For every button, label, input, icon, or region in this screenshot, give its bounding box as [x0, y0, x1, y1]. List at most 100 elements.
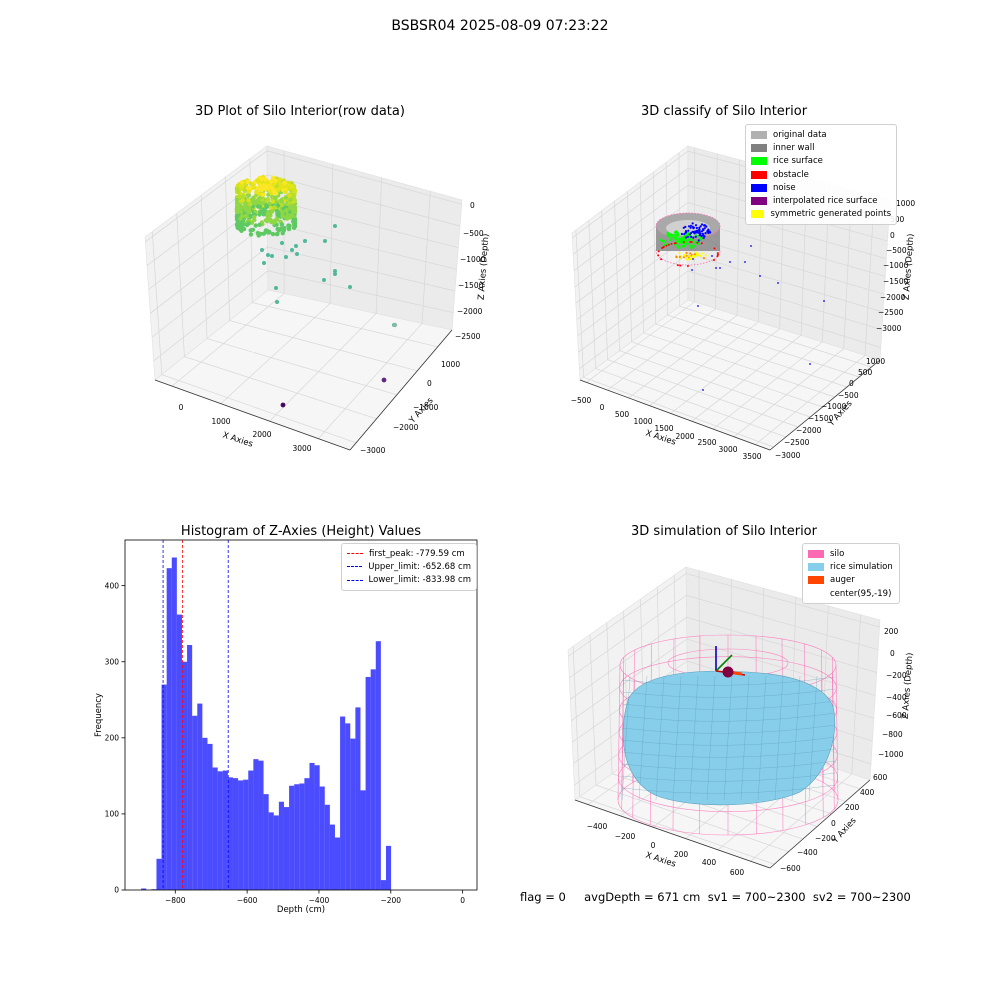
- status-line: flag = 0 avgDepth = 671 cm sv1 = 700~230…: [520, 890, 911, 904]
- rice-mesh-line: [621, 760, 836, 770]
- data-point: [281, 228, 286, 233]
- data-point: [291, 206, 296, 211]
- rice-mesh-line: [638, 675, 648, 801]
- noise-point: [823, 300, 825, 302]
- y-tick-label: 1000: [866, 357, 885, 366]
- data-point: [283, 195, 289, 200]
- rice-surface-point: [669, 238, 673, 241]
- histogram-bar: [380, 880, 386, 890]
- noise-point: [702, 228, 705, 232]
- data-point: [284, 208, 289, 213]
- legend-item: first_peak: -779.59 cm: [347, 547, 471, 560]
- legend-swatch: [751, 170, 767, 179]
- data-point: [280, 402, 286, 408]
- data-point: [261, 231, 266, 236]
- data-point: [262, 261, 266, 265]
- z-gridline: [574, 202, 887, 288]
- data-point: [286, 182, 291, 188]
- histogram-bar: [156, 858, 162, 890]
- rice-surface-point: [680, 244, 684, 248]
- x-tick-label: 0: [460, 896, 465, 905]
- legend-item: Upper_limit: -652.68 cm: [347, 560, 471, 573]
- data-point: [381, 377, 387, 383]
- data-point: [245, 179, 250, 185]
- noise-point: [703, 235, 706, 238]
- noise-point: [680, 232, 684, 236]
- x-tick-label: 400: [702, 858, 717, 867]
- obstacle-point: [657, 254, 660, 257]
- z-gridline: [151, 246, 456, 338]
- z-tick-label: −3000: [876, 324, 902, 333]
- x-tick-label: 200: [674, 850, 689, 859]
- data-point: [237, 204, 242, 209]
- legend-swatch: [808, 590, 824, 598]
- x-tick-label: −500: [571, 396, 592, 405]
- z-gridline: [146, 174, 461, 266]
- legend-item: Lower_limit: -833.98 cm: [347, 574, 471, 587]
- histogram-bar: [187, 645, 193, 890]
- data-point: [258, 209, 263, 215]
- rice-surface-point: [675, 230, 679, 234]
- data-point: [290, 248, 294, 252]
- data-point: [333, 224, 337, 228]
- rice-mesh-line: [621, 748, 836, 758]
- legend-label: rice surface: [773, 156, 823, 167]
- legend-label: obstacle: [773, 169, 809, 180]
- obstacle-point: [665, 244, 668, 247]
- y-tick-label: −400: [797, 848, 818, 857]
- data-point: [286, 223, 291, 228]
- data-point: [251, 185, 257, 190]
- x-axis-line: [574, 799, 771, 869]
- rice-surface-point: [674, 237, 677, 241]
- rice-mesh-line: [621, 676, 836, 686]
- z-tick-label: −1500: [458, 281, 484, 290]
- z-tick-label: −200: [886, 671, 907, 680]
- data-point: [279, 222, 285, 227]
- x-tick-label: −800: [165, 896, 186, 905]
- data-point: [333, 272, 337, 276]
- noise-point: [700, 223, 704, 226]
- data-point: [249, 220, 255, 225]
- x-gridline: [733, 189, 853, 438]
- histogram-bar: [294, 784, 300, 890]
- z-gridline: [153, 270, 454, 362]
- symmetric-point: [704, 254, 707, 257]
- data-point: [275, 231, 280, 237]
- histogram-bar: [329, 824, 335, 890]
- rice-mesh-line: [808, 675, 818, 801]
- symmetric-point: [699, 254, 703, 258]
- x-tick-label: 0: [651, 841, 656, 850]
- legend-label: noise: [773, 182, 796, 193]
- data-point: [266, 253, 270, 257]
- data-point: [255, 178, 260, 183]
- rice-surface-point: [689, 245, 692, 248]
- data-point: [323, 239, 327, 243]
- y-tick-label: 300: [105, 657, 120, 666]
- data-point: [261, 192, 266, 197]
- symmetric-point: [685, 258, 688, 261]
- x-tick-label: 3000: [292, 444, 311, 453]
- data-point: [239, 209, 244, 215]
- noise-point: [687, 225, 691, 228]
- rice-surface-point: [680, 239, 684, 242]
- noise-point: [711, 255, 713, 257]
- data-point: [245, 185, 251, 191]
- data-point: [265, 185, 270, 190]
- center-marker: [722, 666, 734, 678]
- x-tick-label: 0: [600, 403, 605, 412]
- rice-surface-point: [669, 233, 673, 236]
- x-tick-label: 2000: [252, 430, 271, 439]
- x-tick-label: −400: [587, 822, 608, 831]
- rice-surface-point: [691, 238, 695, 242]
- y-tick-label: 0: [849, 379, 854, 388]
- z-axis-label: Z Axies (Depth): [477, 233, 492, 300]
- data-point: [234, 222, 240, 228]
- histogram-chart: −800 −600 −400 −200 0 0 100 200 300 400 Depth (cm)…: [94, 539, 478, 915]
- data-point: [234, 214, 240, 219]
- data-point: [276, 228, 281, 233]
- rice-surface-point: [681, 236, 685, 240]
- x-tick-label: 1000: [211, 417, 230, 426]
- noise-point: [702, 389, 704, 391]
- histogram-bar: [248, 770, 254, 890]
- rice-surface-point: [666, 233, 669, 237]
